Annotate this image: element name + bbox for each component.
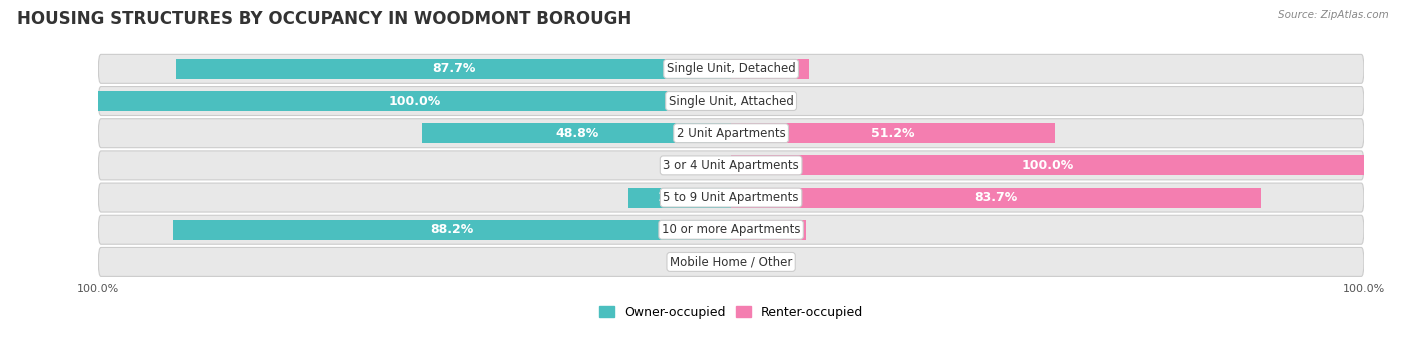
Text: HOUSING STRUCTURES BY OCCUPANCY IN WOODMONT BOROUGH: HOUSING STRUCTURES BY OCCUPANCY IN WOODM… [17, 10, 631, 28]
Text: 83.7%: 83.7% [974, 191, 1018, 204]
Text: Single Unit, Detached: Single Unit, Detached [666, 62, 796, 75]
FancyBboxPatch shape [98, 119, 1364, 148]
Legend: Owner-occupied, Renter-occupied: Owner-occupied, Renter-occupied [595, 301, 868, 324]
Bar [731, 188, 1261, 208]
Text: 100.0%: 100.0% [1021, 159, 1074, 172]
FancyBboxPatch shape [98, 215, 1364, 244]
Text: 0.0%: 0.0% [689, 159, 721, 172]
FancyBboxPatch shape [98, 248, 1364, 277]
Bar [731, 59, 808, 79]
Text: Mobile Home / Other: Mobile Home / Other [669, 255, 793, 268]
Bar [176, 59, 731, 79]
Text: Source: ZipAtlas.com: Source: ZipAtlas.com [1278, 10, 1389, 20]
Bar [98, 91, 731, 111]
Bar [731, 123, 1054, 143]
FancyBboxPatch shape [98, 151, 1364, 180]
Text: 100.0%: 100.0% [388, 94, 441, 107]
Text: 87.7%: 87.7% [432, 62, 475, 75]
Text: 48.8%: 48.8% [555, 127, 599, 140]
Bar [422, 123, 731, 143]
Text: 16.3%: 16.3% [658, 191, 702, 204]
Text: 51.2%: 51.2% [872, 127, 915, 140]
Text: 3 or 4 Unit Apartments: 3 or 4 Unit Apartments [664, 159, 799, 172]
Text: 5 to 9 Unit Apartments: 5 to 9 Unit Apartments [664, 191, 799, 204]
Text: 0.0%: 0.0% [741, 94, 773, 107]
Bar [731, 220, 806, 240]
Text: 12.3%: 12.3% [748, 62, 792, 75]
Text: Single Unit, Attached: Single Unit, Attached [669, 94, 793, 107]
Bar [628, 188, 731, 208]
Text: 2 Unit Apartments: 2 Unit Apartments [676, 127, 786, 140]
FancyBboxPatch shape [98, 87, 1364, 116]
Bar [731, 155, 1364, 175]
Text: 88.2%: 88.2% [430, 223, 474, 236]
Text: 0.0%: 0.0% [689, 255, 721, 268]
Text: 11.8%: 11.8% [747, 223, 790, 236]
FancyBboxPatch shape [98, 183, 1364, 212]
Text: 0.0%: 0.0% [741, 255, 773, 268]
Text: 10 or more Apartments: 10 or more Apartments [662, 223, 800, 236]
FancyBboxPatch shape [98, 54, 1364, 83]
Bar [173, 220, 731, 240]
